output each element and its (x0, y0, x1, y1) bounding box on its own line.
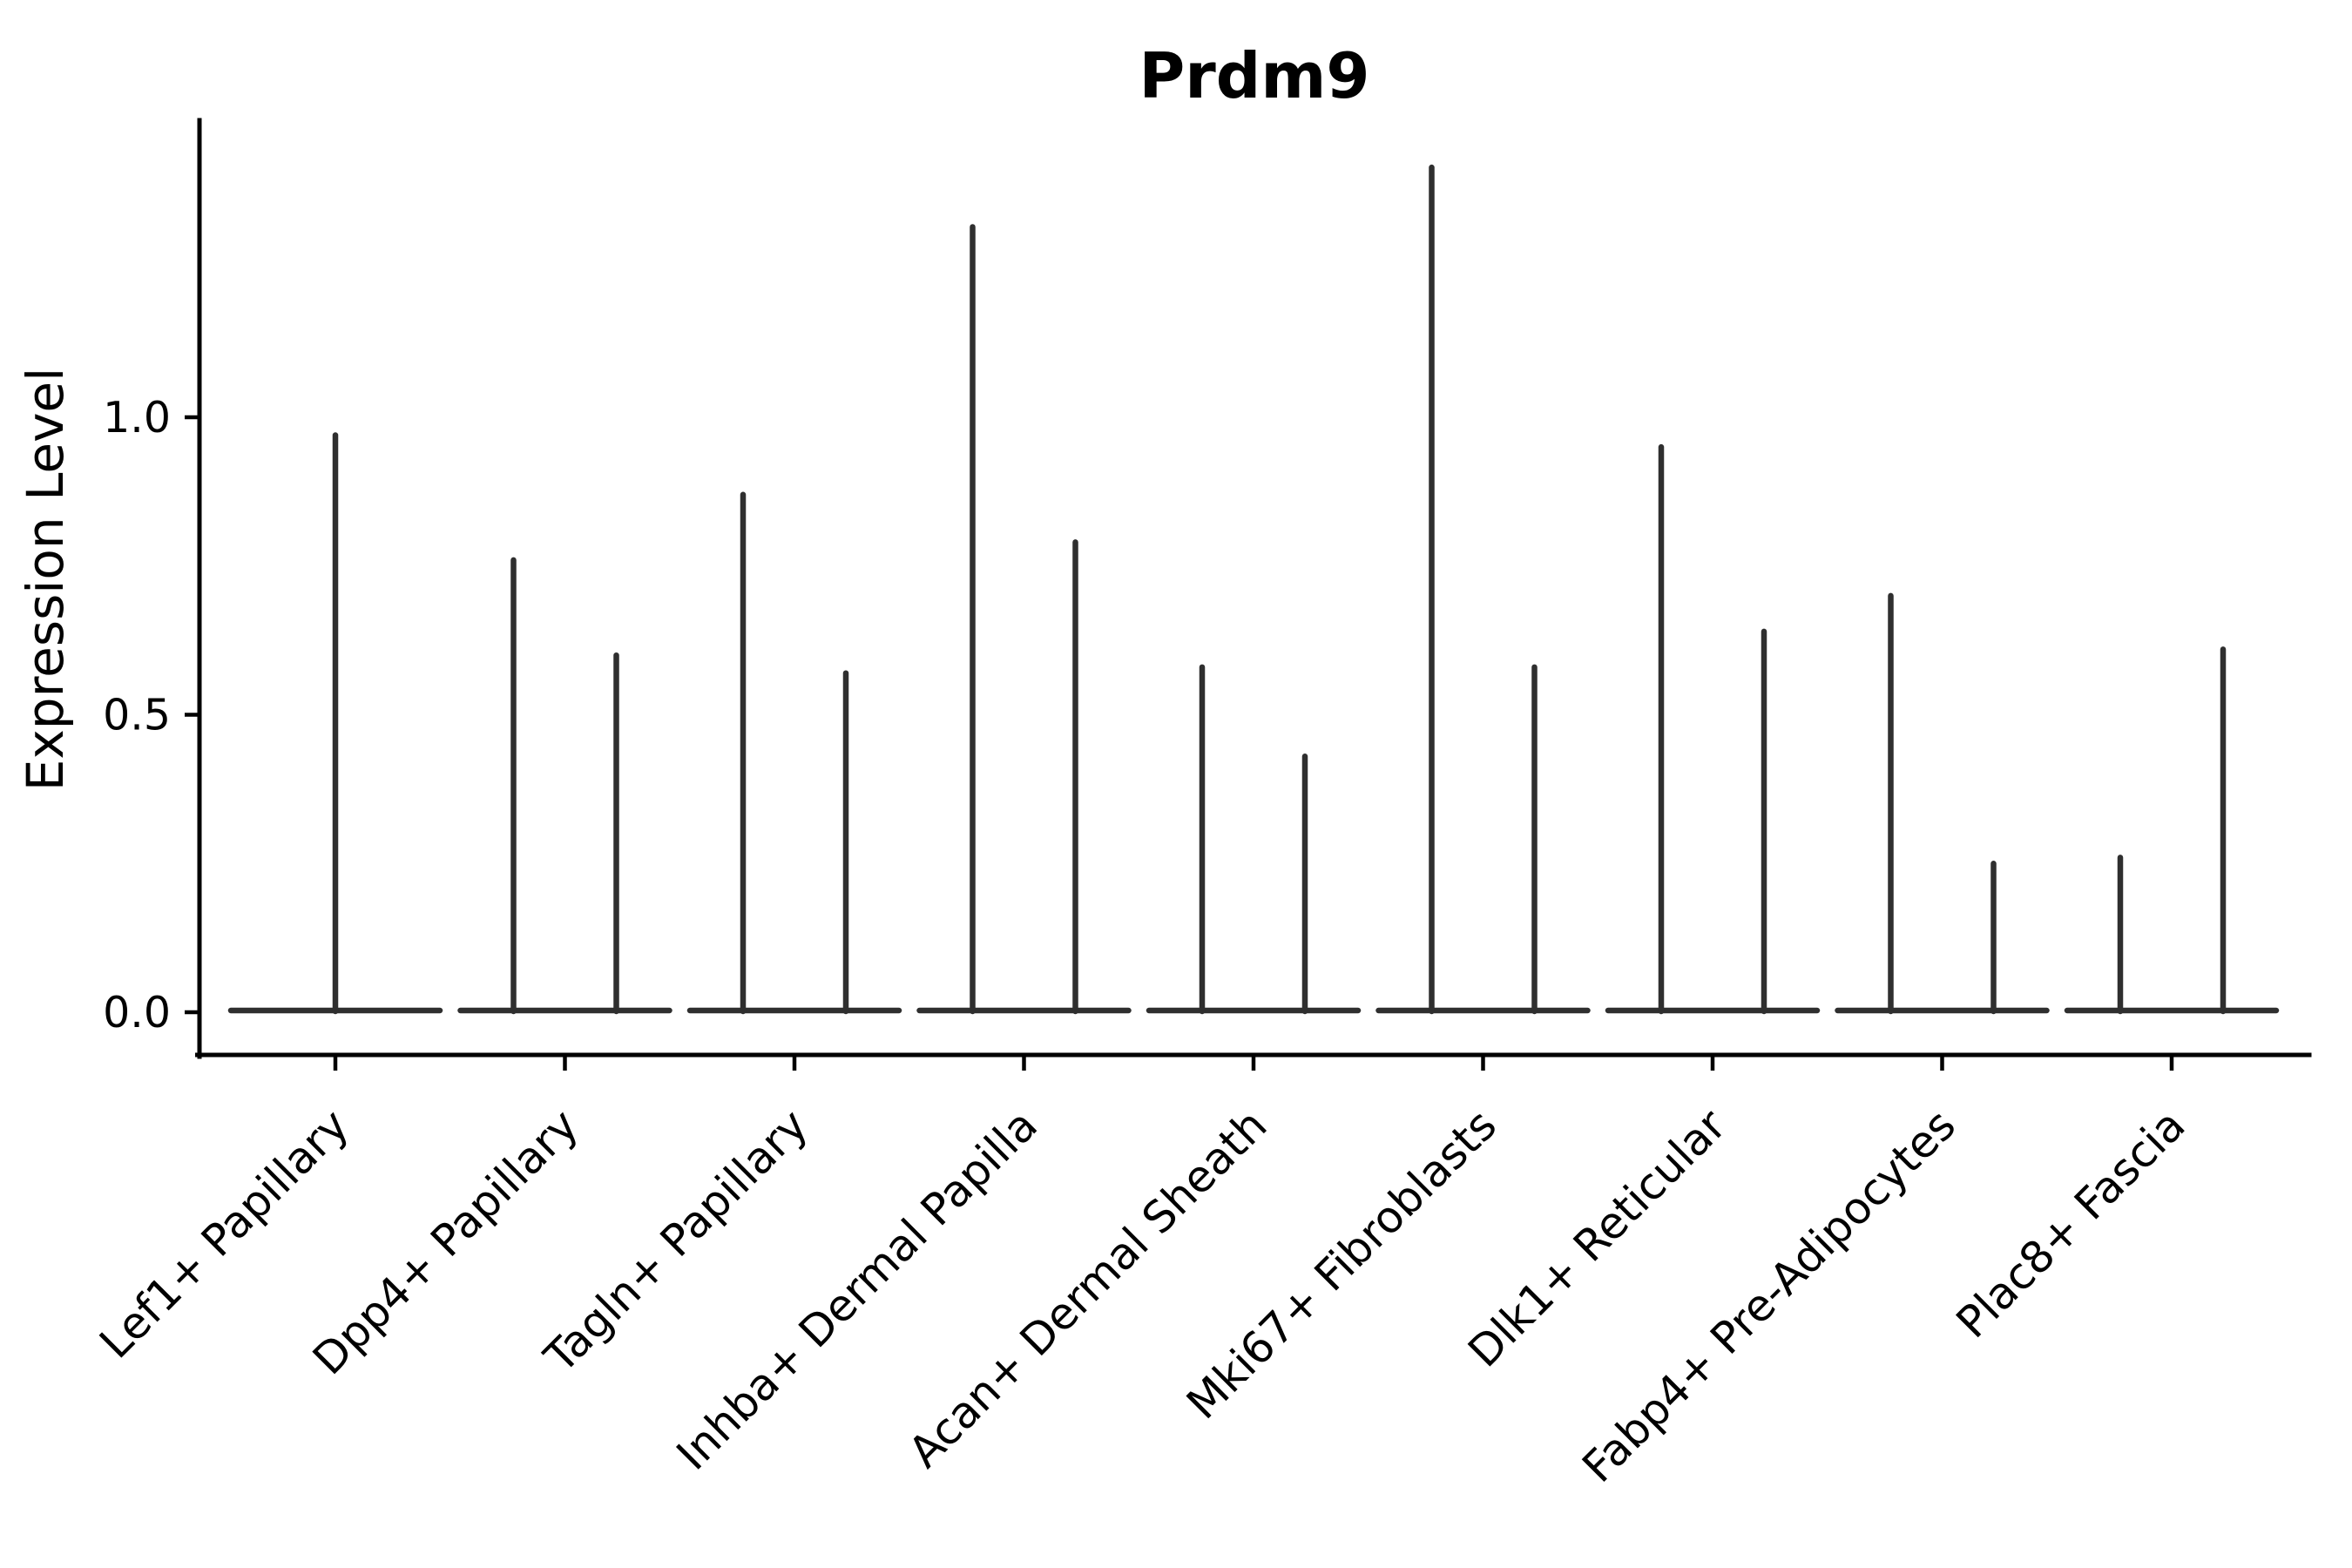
y-axis-label: Expression Level (16, 368, 75, 791)
y-axis-ticks: 0.0 0.5 1.0 (103, 393, 199, 1037)
chart-title: Prdm9 (1139, 39, 1370, 112)
x-category-label: Fabp4+ Pre-Adipocytes (1572, 1099, 1965, 1492)
x-category-label: Plac8+ Fascia (1947, 1099, 2195, 1348)
y-tick-label: 0.0 (103, 988, 171, 1037)
y-tick-label: 0.5 (103, 691, 171, 740)
x-category-label: Lef1+ Papillary (90, 1099, 358, 1368)
y-tick-label: 1.0 (103, 393, 171, 443)
violins-layer (227, 164, 2280, 1015)
